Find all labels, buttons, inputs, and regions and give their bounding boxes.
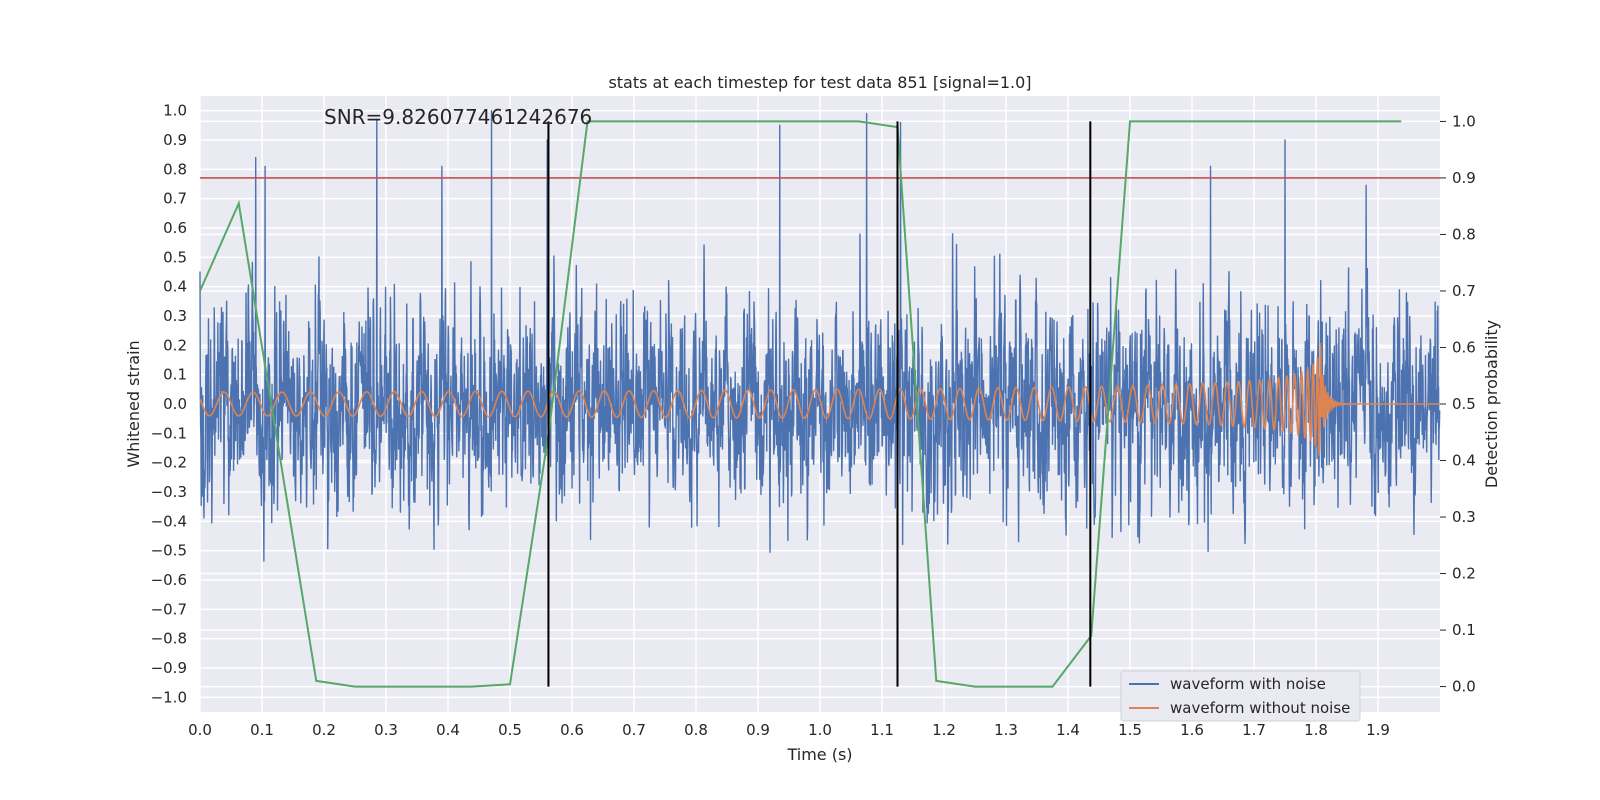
y-tick-label-left: 0.4: [163, 278, 187, 296]
y-tick-label-left: −0.7: [151, 600, 187, 618]
y-tick-label-right: 1.0: [1452, 112, 1476, 130]
y-tick-label-left: 0.7: [163, 190, 187, 208]
chart-title: stats at each timestep for test data 851…: [608, 73, 1031, 92]
y-tick-label-right: 0.9: [1452, 169, 1476, 187]
y-tick-label-left: 0.2: [163, 336, 187, 354]
y-tick-label-left: 0.9: [163, 131, 187, 149]
legend-label-clean: waveform without noise: [1170, 699, 1350, 717]
y-tick-label-left: −0.5: [151, 542, 187, 560]
x-tick-label: 0.0: [188, 721, 212, 739]
x-tick-label: 0.3: [374, 721, 398, 739]
legend-label-noise: waveform with noise: [1170, 675, 1326, 693]
x-tick-label: 0.4: [436, 721, 460, 739]
legend-box: [1120, 670, 1361, 722]
x-tick-label: 0.6: [560, 721, 584, 739]
legend: waveform with noise waveform without noi…: [1120, 670, 1361, 722]
y-tick-label-left: −0.6: [151, 571, 187, 589]
y-tick-label-right: 0.1: [1452, 621, 1476, 639]
x-tick-label: 0.5: [498, 721, 522, 739]
x-tick-label: 1.5: [1118, 721, 1142, 739]
y-tick-label-right: 0.4: [1452, 452, 1476, 470]
y-tick-label-left: −0.9: [151, 659, 187, 677]
x-tick-label: 1.9: [1366, 721, 1390, 739]
series-waveform-with-noise: [199, 109, 1441, 562]
x-tick-label: 1.4: [1056, 721, 1080, 739]
y-tick-label-left: 0.3: [163, 307, 187, 325]
x-tick-label: 1.1: [870, 721, 894, 739]
line-waveform-without-noise: [199, 343, 1440, 456]
y-tick-label-left: −0.8: [151, 630, 187, 648]
x-tick-label: 1.6: [1180, 721, 1204, 739]
series-detection-probability: [199, 120, 1402, 688]
y-tick-label-left: −1.0: [151, 688, 187, 706]
series-waveform-without-noise: [199, 343, 1440, 456]
y-tick-label-left: −0.1: [151, 424, 187, 442]
y-axis-label-right: Detection probability: [1482, 320, 1501, 488]
line-waveform-with-noise: [199, 109, 1441, 562]
x-tick-label: 1.3: [994, 721, 1018, 739]
x-axis-label: Time (s): [786, 745, 852, 764]
y-tick-label-right: 0.8: [1452, 225, 1476, 243]
y-tick-label-right: 0.3: [1452, 508, 1476, 526]
x-tick-label: 0.8: [684, 721, 708, 739]
y-tick-label-left: 0.8: [163, 160, 187, 178]
y-tick-label-left: −0.4: [151, 512, 187, 530]
y-tick-label-left: −0.2: [151, 454, 187, 472]
x-tick-label: 0.2: [312, 721, 336, 739]
y-axis-label-left: Whitened strain: [124, 340, 143, 467]
y-tick-label-right: 0.2: [1452, 565, 1476, 583]
y-tick-label-right: 0.5: [1452, 395, 1476, 413]
x-tick-label: 0.1: [250, 721, 274, 739]
y-tick-label-right: 0.6: [1452, 338, 1476, 356]
x-tick-label: 1.8: [1304, 721, 1328, 739]
vertical-markers: [547, 121, 1092, 687]
y-tick-label-left: 0.1: [163, 366, 187, 384]
x-tick-label: 1.0: [808, 721, 832, 739]
y-tick-label-left: 0.6: [163, 219, 187, 237]
y-tick-label-left: 0.5: [163, 248, 187, 266]
x-tick-label: 0.7: [622, 721, 646, 739]
y-tick-label-left: 0.0: [163, 395, 187, 413]
y-tick-label-right: 0.7: [1452, 282, 1476, 300]
y-tick-label-left: −0.3: [151, 483, 187, 501]
x-tick-label: 0.9: [746, 721, 770, 739]
y-tick-label-left: 1.0: [163, 102, 187, 120]
x-tick-label: 1.2: [932, 721, 956, 739]
x-tick-label: 1.7: [1242, 721, 1266, 739]
line-detection-probability: [199, 120, 1402, 688]
y-tick-label-right: 0.0: [1452, 678, 1476, 696]
tick-labels: 0.0 0.1 0.2 0.3 0.4 0.5 0.6 0.7 0.8 0.9 1.0 1.1 1.2 1…: [151, 102, 1476, 739]
snr-annotation: SNR=9.826077461242676: [324, 105, 592, 129]
